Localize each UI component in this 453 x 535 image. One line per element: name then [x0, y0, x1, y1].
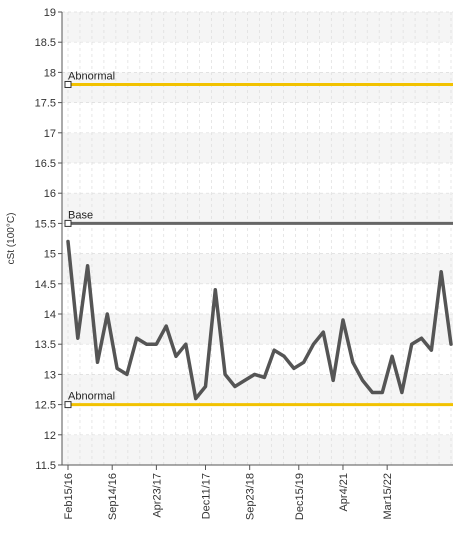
- data-point: [283, 355, 285, 358]
- x-tick-label: Dec11/17: [200, 473, 212, 519]
- data-point: [135, 337, 138, 339]
- x-tick-label: Apr23/17: [151, 473, 163, 518]
- data-point: [440, 270, 442, 273]
- x-tick-label: Sep14/16: [107, 473, 119, 520]
- background-band: [62, 12, 453, 43]
- background-band: [62, 314, 453, 345]
- data-point: [342, 319, 344, 321]
- data-point: [401, 391, 403, 394]
- x-tick-label: Feb15/16: [63, 473, 75, 519]
- data-point: [420, 337, 423, 339]
- data-point: [86, 264, 89, 267]
- data-point: [155, 343, 158, 346]
- data-point: [116, 367, 118, 370]
- data-point: [351, 361, 354, 364]
- series-layer: [66, 239, 453, 401]
- data-point: [204, 385, 207, 388]
- background-band: [62, 72, 453, 103]
- y-tick-label: 15.5: [35, 218, 56, 230]
- data-point: [77, 337, 79, 339]
- data-point: [165, 325, 168, 327]
- background-band: [62, 42, 453, 73]
- y-tick-label: 12: [44, 430, 56, 442]
- y-tick-label: 12.5: [35, 400, 56, 412]
- y-tick-label: 18.5: [35, 37, 56, 49]
- data-point: [293, 367, 295, 370]
- background-band: [62, 253, 453, 284]
- y-tick-label: 13: [44, 369, 56, 381]
- data-point: [430, 349, 433, 352]
- data-point: [312, 343, 315, 346]
- y-tick-label: 17.5: [35, 98, 56, 110]
- reference-line-label: Base: [68, 209, 93, 221]
- data-point: [96, 361, 99, 364]
- data-point: [126, 373, 128, 376]
- data-point: [273, 349, 276, 352]
- reference-lines: Abnormal Base Abnormal: [64, 70, 453, 409]
- y-tick-label: 19: [44, 7, 56, 19]
- reference-line-label: Abnormal: [68, 70, 115, 82]
- y-tick-label: 16: [44, 188, 56, 200]
- data-point: [234, 385, 236, 388]
- data-point: [214, 289, 217, 291]
- background-band: [62, 163, 453, 194]
- background-band: [62, 102, 453, 133]
- background-band: [62, 404, 453, 435]
- data-point: [253, 373, 256, 376]
- data-point: [263, 376, 266, 379]
- y-tick-labels: 11.5 12 12.5 13 13.5 14 14.5 15 15.5 16 16.5 17 17.5…: [35, 7, 62, 472]
- reference-marker: [64, 219, 72, 227]
- reference-marker: [64, 80, 72, 88]
- background-band: [62, 193, 453, 224]
- x-tick-labels: Feb15/16 Sep14/16 Apr23/17 Dec11/17 Sep23/18…: [63, 465, 394, 520]
- y-tick-label: 16.5: [35, 158, 56, 170]
- data-point: [194, 397, 197, 400]
- y-axis-label: cSt (100°C): [6, 213, 17, 265]
- data-point: [67, 240, 69, 243]
- data-point: [243, 379, 246, 382]
- y-tick-label: 14: [44, 309, 56, 321]
- x-tick-label: Sep23/18: [245, 473, 257, 520]
- x-tick-label: Mar15/22: [382, 473, 394, 519]
- background-band: [62, 132, 453, 163]
- axes: [61, 12, 453, 466]
- y-tick-label: 11.5: [35, 460, 56, 472]
- reference-marker: [64, 401, 72, 409]
- y-tick-label: 14.5: [35, 279, 56, 291]
- reference-line-label: Abnormal: [68, 391, 115, 403]
- background-band: [62, 434, 453, 465]
- y-tick-label: 13.5: [35, 339, 56, 351]
- data-point: [361, 379, 364, 382]
- background-band: [62, 223, 453, 254]
- data-point: [185, 343, 187, 346]
- data-point: [381, 391, 384, 394]
- data-point: [175, 355, 177, 358]
- data-point: [106, 313, 109, 315]
- y-tick-label: 17: [44, 128, 56, 140]
- data-point: [371, 391, 374, 394]
- background-band: [62, 374, 453, 405]
- data-point: [450, 343, 452, 346]
- data-point: [145, 343, 148, 346]
- background-band: [62, 283, 453, 314]
- y-tick-label: 18: [44, 67, 56, 79]
- data-point: [322, 331, 325, 333]
- background-bands: [62, 12, 453, 465]
- data-point: [391, 355, 393, 358]
- data-point: [302, 361, 305, 364]
- series-line: [66, 239, 453, 401]
- data-point: [224, 373, 226, 376]
- y-tick-label: 15: [44, 249, 56, 261]
- x-tick-label: Dec15/19: [294, 473, 306, 520]
- x-tick-label: Apr4/21: [338, 473, 350, 512]
- data-point: [410, 343, 413, 346]
- data-point: [332, 379, 334, 382]
